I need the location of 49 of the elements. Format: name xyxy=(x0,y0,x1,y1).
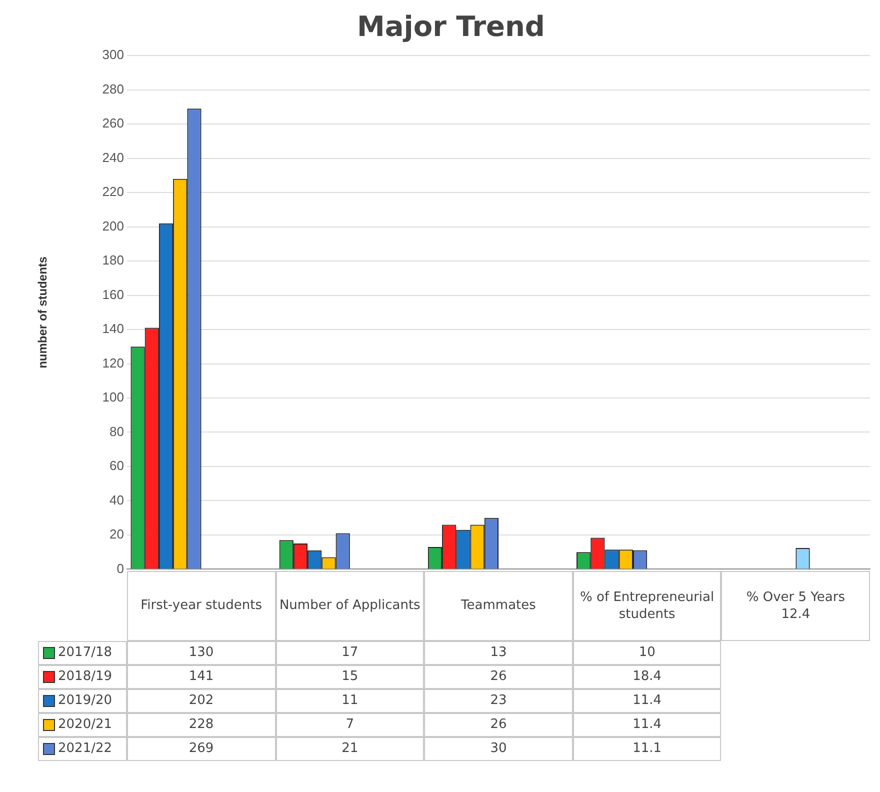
data-label: 15 xyxy=(276,665,424,690)
data-label: 202 xyxy=(127,689,276,714)
y-tick-label: 40 xyxy=(110,492,124,508)
y-tick-label: 80 xyxy=(110,424,124,439)
x-tick-label: Teammates xyxy=(424,571,573,642)
data-label: 11 xyxy=(276,689,424,714)
data-label: 13 xyxy=(424,641,573,666)
data-label: 141 xyxy=(127,665,276,690)
legend-label: 2019/20 xyxy=(38,689,127,714)
data-label: 130 xyxy=(127,641,276,666)
y-tick-label: 240 xyxy=(102,150,124,165)
y-tick-label: 260 xyxy=(102,116,124,131)
data-label: 21 xyxy=(276,737,424,762)
data-label: 26 xyxy=(424,665,573,690)
legend-label: 2018/19 xyxy=(38,665,127,690)
y-tick-label: 20 xyxy=(110,526,124,542)
data-label: 7 xyxy=(276,713,424,738)
data-label: 11.1 xyxy=(572,737,722,762)
y-tick-label: 200 xyxy=(102,218,124,234)
data-label: 12.4 xyxy=(781,607,810,622)
data-label: 11.4 xyxy=(572,689,722,714)
y-tick-label: 140 xyxy=(102,321,124,336)
data-label: 11.4 xyxy=(572,713,722,738)
data-label: 269 xyxy=(127,737,276,762)
data-label: 30 xyxy=(424,737,573,762)
y-axis-title: number of students xyxy=(36,256,50,368)
data-label: 10 xyxy=(572,641,722,666)
chart-title: Major Trend xyxy=(357,10,545,44)
y-tick-label: 300 xyxy=(102,47,124,62)
y-tick-label: 220 xyxy=(102,184,124,200)
legend-label: 2017/18 xyxy=(38,641,127,666)
y-tick-label: 60 xyxy=(110,458,124,474)
y-tick-label: 120 xyxy=(102,355,124,370)
y-tick-label: 0 xyxy=(116,560,124,576)
data-label: 228 xyxy=(127,713,276,738)
data-label: 17 xyxy=(276,641,424,666)
y-tick-label: 100 xyxy=(102,390,124,405)
x-tick-label: Number of Applicants xyxy=(276,571,424,642)
y-tick-label: 160 xyxy=(102,286,124,302)
data-label: 18.4 xyxy=(572,665,722,690)
x-tick-label: First-year students xyxy=(127,571,276,642)
legend-label: 2021/22 xyxy=(38,737,127,762)
legend-label: 2020/21 xyxy=(38,713,127,738)
y-tick-label: 280 xyxy=(102,81,124,96)
x-tick-label: % Over 5 Years xyxy=(746,590,845,605)
data-label: 23 xyxy=(424,689,573,714)
y-tick-label: 180 xyxy=(102,252,124,268)
data-label: 26 xyxy=(424,713,573,738)
x-tick-label: % of Entrepreneurial students xyxy=(572,571,722,642)
